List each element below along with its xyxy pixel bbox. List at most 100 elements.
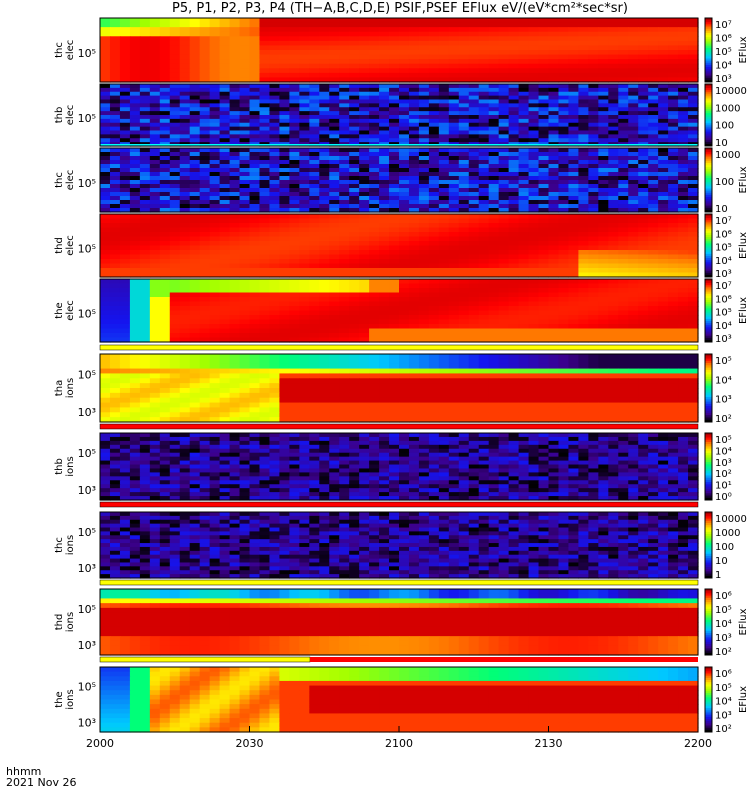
spectrogram-cell bbox=[229, 306, 241, 312]
spectrogram-cell bbox=[219, 40, 231, 47]
spectrogram-cell bbox=[309, 40, 320, 47]
spectrogram-cell bbox=[339, 27, 350, 33]
spectrogram-cell bbox=[488, 111, 500, 116]
spectrogram-cell bbox=[418, 250, 430, 256]
spectrogram-cell bbox=[309, 160, 320, 165]
spectrogram-cell bbox=[598, 333, 609, 339]
spectrogram-cell bbox=[319, 208, 330, 213]
spectrogram-cell bbox=[588, 268, 599, 274]
spectrogram-cell bbox=[389, 297, 400, 303]
spectrogram-cell bbox=[359, 306, 370, 312]
spectrogram-cell bbox=[438, 319, 450, 325]
spectrogram-cell bbox=[418, 245, 430, 251]
spectrogram-cell bbox=[349, 292, 360, 298]
spectrogram-cell bbox=[289, 122, 300, 128]
spectrogram-cell bbox=[508, 250, 520, 256]
colorbar-segment bbox=[705, 300, 712, 303]
spectrogram-cell bbox=[329, 160, 340, 165]
spectrogram-cell bbox=[548, 363, 560, 370]
spectrogram-cell bbox=[408, 115, 420, 120]
spectrogram-cell bbox=[628, 126, 639, 132]
spectrogram-cell bbox=[498, 115, 510, 120]
spectrogram-cell bbox=[438, 188, 450, 193]
spectrogram-cell bbox=[488, 319, 500, 325]
spectrogram-cell bbox=[369, 214, 380, 220]
spectrogram-cell bbox=[578, 180, 589, 185]
spectrogram-cell bbox=[628, 91, 639, 97]
spectrogram-cell bbox=[548, 337, 560, 343]
spectrogram-cell bbox=[518, 115, 530, 120]
spectrogram-cell bbox=[658, 103, 669, 108]
colorbar-segment bbox=[705, 182, 712, 185]
spectrogram-cell bbox=[169, 245, 181, 251]
spectrogram-cell bbox=[259, 358, 271, 365]
spectrogram-cell bbox=[608, 87, 619, 93]
spectrogram-cell bbox=[688, 279, 699, 285]
spectrogram-cell bbox=[109, 218, 121, 224]
spectrogram-cell bbox=[578, 168, 589, 173]
spectrogram-cell bbox=[289, 126, 300, 132]
spectrogram-cell bbox=[548, 59, 560, 65]
spectrogram-cell bbox=[339, 368, 350, 375]
spectrogram-cell bbox=[428, 27, 440, 33]
spectrogram-cell bbox=[478, 172, 490, 177]
spectrogram-cell bbox=[269, 84, 280, 89]
spectrogram-cell bbox=[279, 152, 290, 157]
spectrogram-cell bbox=[478, 87, 490, 93]
spectrogram-cell bbox=[359, 118, 370, 124]
spectrogram-cell bbox=[478, 301, 490, 307]
spectrogram-cell bbox=[179, 200, 191, 205]
spectrogram-cell bbox=[199, 188, 211, 193]
spectrogram-cell bbox=[379, 328, 390, 334]
spectrogram-cell bbox=[468, 272, 480, 278]
spectrogram-cell bbox=[438, 59, 450, 65]
spectrogram-cell bbox=[339, 156, 350, 161]
spectrogram-cell bbox=[259, 288, 271, 294]
spectrogram-cell bbox=[129, 263, 141, 269]
spectrogram-cell bbox=[508, 218, 520, 224]
spectrogram-cell bbox=[508, 99, 520, 104]
spectrogram-cell bbox=[219, 324, 231, 330]
spectrogram-cell bbox=[588, 27, 599, 33]
spectrogram-cell bbox=[109, 45, 121, 51]
spectrogram-cell bbox=[249, 204, 261, 209]
spectrogram-cell bbox=[668, 319, 679, 325]
spectrogram-cell bbox=[219, 328, 231, 334]
spectrogram-cell bbox=[418, 315, 430, 321]
spectrogram-cell bbox=[159, 152, 171, 157]
spectrogram-cell bbox=[269, 59, 280, 65]
panel-label: elec bbox=[65, 235, 76, 256]
spectrogram-cell bbox=[179, 227, 191, 233]
spectrogram-cell bbox=[100, 337, 111, 343]
spectrogram-cell bbox=[309, 164, 320, 169]
spectrogram-cell bbox=[548, 168, 560, 173]
spectrogram-cell bbox=[468, 283, 480, 289]
spectrogram-cell bbox=[279, 223, 290, 229]
spectrogram-cell bbox=[488, 188, 500, 193]
spectrogram-cell bbox=[309, 115, 320, 120]
spectrogram-cell bbox=[408, 184, 420, 189]
spectrogram-cell bbox=[169, 176, 181, 181]
spectrogram-cell bbox=[598, 200, 609, 205]
spectrogram-cell bbox=[389, 232, 400, 238]
spectrogram-cell bbox=[349, 310, 360, 316]
spectrogram-cell bbox=[618, 292, 629, 298]
spectrogram-cell bbox=[508, 87, 520, 93]
spectrogram-cell bbox=[588, 31, 599, 37]
spectrogram-cell bbox=[159, 134, 171, 139]
spectrogram-cell bbox=[508, 358, 520, 365]
spectrogram-cell bbox=[608, 245, 619, 251]
spectrogram-cell bbox=[628, 368, 639, 375]
spectrogram-cell bbox=[618, 319, 629, 325]
spectrogram-cell bbox=[339, 18, 350, 24]
colorbar-segment bbox=[705, 39, 712, 42]
spectrogram-cell bbox=[688, 200, 699, 205]
spectrogram-cell bbox=[119, 115, 131, 120]
spectrogram-cell bbox=[199, 328, 211, 334]
spectrogram-cell bbox=[239, 103, 251, 108]
spectrogram-cell bbox=[578, 87, 589, 93]
spectrogram-cell bbox=[538, 99, 550, 104]
colorbar-segment bbox=[705, 216, 712, 219]
spectrogram-cell bbox=[468, 118, 480, 124]
spectrogram-cell bbox=[159, 324, 171, 330]
